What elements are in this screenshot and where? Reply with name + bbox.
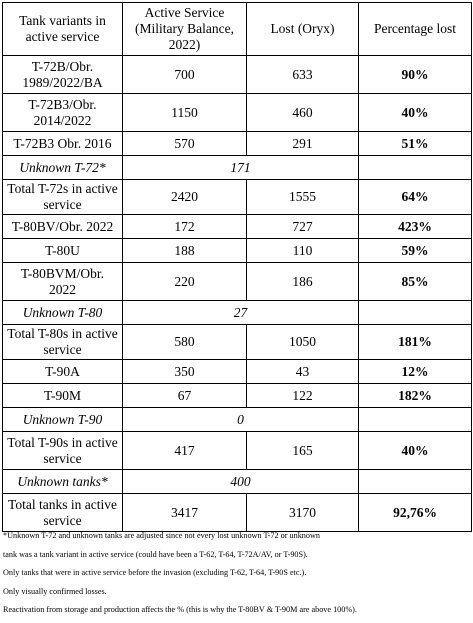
- active-service-cell: 3417: [122, 493, 247, 532]
- table-row: T-80U 188 110 59%: [2, 238, 472, 263]
- active-service-cell: 570: [122, 131, 247, 156]
- lost-cell: 291: [246, 131, 359, 156]
- footnote-line: Only tanks that were in active service b…: [3, 568, 307, 578]
- table-row: T-72B3/Obr. 2014/2022 1150 460 40%: [2, 93, 472, 132]
- percentage-cell: 40%: [358, 93, 472, 132]
- lost-cell: 186: [246, 262, 359, 301]
- lost-cell: 122: [246, 383, 359, 408]
- percentage-cell: 40%: [358, 431, 472, 470]
- percentage-cell: 85%: [358, 262, 472, 301]
- active-service-cell: 220: [122, 262, 247, 301]
- active-service-cell: 350: [122, 359, 247, 384]
- percentage-cell: 12%: [358, 359, 472, 384]
- variant-cell: Unknown T-72*: [2, 155, 123, 180]
- table-row: Total T-80s in active service 580 1050 181%: [2, 324, 472, 360]
- table-row-unknown: Unknown tanks* 400: [2, 469, 472, 494]
- percentage-cell: 64%: [358, 179, 472, 215]
- percentage-cell: 90%: [358, 55, 472, 94]
- active-service-cell: 172: [122, 214, 247, 239]
- percentage-cell: 181%: [358, 324, 472, 360]
- table-row: T-80BVM/Obr. 2022 220 186 85%: [2, 262, 472, 301]
- variant-cell: Total T-72s in active service: [2, 179, 123, 215]
- lost-cell: 43: [246, 359, 359, 384]
- table-row-unknown: Unknown T-72* 171: [2, 155, 472, 180]
- lost-cell: 171: [122, 155, 359, 180]
- footnote-line: Reactivation from storage and production…: [3, 605, 357, 615]
- variant-cell: Unknown T-90: [2, 407, 123, 432]
- header-variant: Tank variants in active service: [2, 2, 123, 56]
- percentage-cell: 423%: [358, 214, 472, 239]
- table-row-unknown: Unknown T-90 0: [2, 407, 472, 432]
- lost-cell: 1555: [246, 179, 359, 215]
- percentage-cell: [358, 469, 472, 494]
- variant-cell: Unknown T-80: [2, 300, 123, 325]
- footnote-line: tank was a tank variant in active servic…: [3, 549, 308, 559]
- variant-cell: T-90M: [2, 383, 123, 408]
- lost-cell: 400: [122, 469, 359, 494]
- percentage-cell: [358, 155, 472, 180]
- variant-cell: Total T-80s in active service: [2, 324, 123, 360]
- footnote-line: Only visually confirmed losses.: [3, 586, 107, 596]
- lost-cell: 633: [246, 55, 359, 94]
- footnote-line: *Unknown T-72 and unknown tanks are adju…: [3, 531, 320, 540]
- table-row-unknown: Unknown T-80 27: [2, 300, 472, 325]
- active-service-cell: 67: [122, 383, 247, 408]
- table-row: T-90A 350 43 12%: [2, 359, 472, 384]
- variant-cell: T-72B3 Obr. 2016: [2, 131, 123, 156]
- variant-cell: T-80BVM/Obr. 2022: [2, 262, 123, 301]
- active-service-cell: 417: [122, 431, 247, 470]
- table-body: T-72B/Obr. 1989/2022/BA 700 633 90% T-72B3/O…: [2, 55, 472, 532]
- active-service-cell: 188: [122, 238, 247, 263]
- active-service-cell: 580: [122, 324, 247, 360]
- percentage-cell: 182%: [358, 383, 472, 408]
- active-service-cell: 700: [122, 55, 247, 94]
- percentage-cell: [358, 407, 472, 432]
- percentage-cell: 92,76%: [358, 493, 472, 532]
- lost-cell: 460: [246, 93, 359, 132]
- table-row: T-90M 67 122 182%: [2, 383, 472, 408]
- header-active-service: Active Service (Military Balance, 2022): [122, 2, 247, 56]
- percentage-cell: 59%: [358, 238, 472, 263]
- active-service-cell: 2420: [122, 179, 247, 215]
- table-header-row: Tank variants in active service Active S…: [2, 2, 472, 56]
- variant-cell: Total T-90s in active service: [2, 431, 123, 470]
- variant-cell: Unknown tanks*: [2, 469, 123, 494]
- variant-cell: T-80U: [2, 238, 123, 263]
- lost-cell: 0: [122, 407, 359, 432]
- variant-cell: T-72B/Obr. 1989/2022/BA: [2, 55, 123, 94]
- tank-losses-table: Tank variants in active service Active S…: [2, 2, 472, 532]
- header-percentage-lost: Percentage lost: [358, 2, 472, 56]
- lost-cell: 1050: [246, 324, 359, 360]
- table-row: T-72B3 Obr. 2016 570 291 51%: [2, 131, 472, 156]
- percentage-cell: 51%: [358, 131, 472, 156]
- variant-cell: T-90A: [2, 359, 123, 384]
- header-lost: Lost (Oryx): [246, 2, 359, 56]
- variant-cell: Total tanks in active service: [2, 493, 123, 532]
- table-row: Total T-90s in active service 417 165 40%: [2, 431, 472, 470]
- footnotes: *Unknown T-72 and unknown tanks are adju…: [3, 530, 471, 623]
- active-service-cell: 1150: [122, 93, 247, 132]
- variant-cell: T-72B3/Obr. 2014/2022: [2, 93, 123, 132]
- table-row: T-72B/Obr. 1989/2022/BA 700 633 90%: [2, 55, 472, 94]
- lost-cell: 27: [122, 300, 359, 325]
- lost-cell: 727: [246, 214, 359, 239]
- lost-cell: 3170: [246, 493, 359, 532]
- percentage-cell: [358, 300, 472, 325]
- variant-cell: T-80BV/Obr. 2022: [2, 214, 123, 239]
- table-row: Total tanks in active service 3417 3170 92,…: [2, 493, 472, 532]
- lost-cell: 110: [246, 238, 359, 263]
- table-row: T-80BV/Obr. 2022 172 727 423%: [2, 214, 472, 239]
- table-row: Total T-72s in active service 2420 1555 64%: [2, 179, 472, 215]
- lost-cell: 165: [246, 431, 359, 470]
